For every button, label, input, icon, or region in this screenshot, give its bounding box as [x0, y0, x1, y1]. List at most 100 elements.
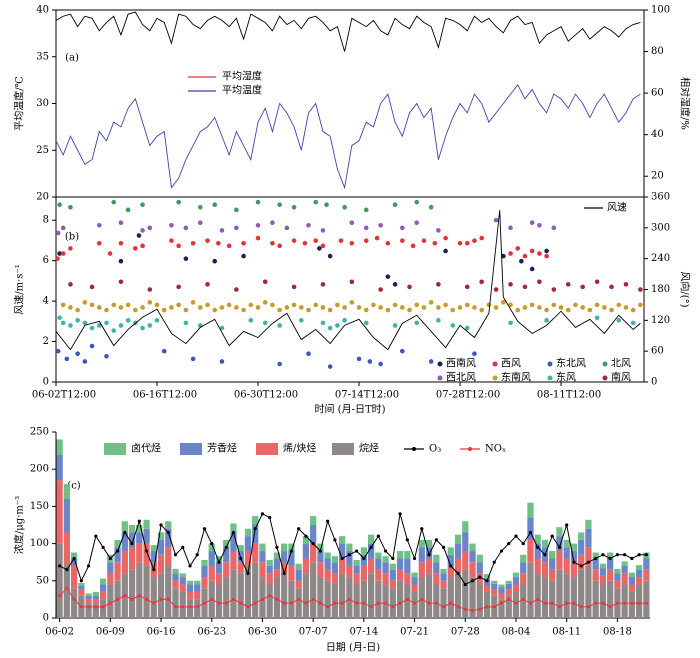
- stacked-bar-segment: [215, 573, 223, 585]
- wind-direction-point: [472, 238, 477, 243]
- stacked-bar-segment: [447, 554, 454, 566]
- stacked-bar-segment: [273, 569, 281, 578]
- panel-c-line-marker: [463, 582, 467, 587]
- stacked-bar-segment: [56, 543, 63, 618]
- wind-direction-point: [378, 287, 383, 292]
- wind-direction-point: [320, 228, 326, 233]
- stacked-bar-segment: [70, 588, 78, 618]
- stacked-bar-segment: [186, 591, 194, 600]
- panel-c-line-marker: [65, 568, 69, 572]
- wind-direction-point: [327, 307, 333, 313]
- wind-direction-point: [414, 199, 420, 205]
- wind-direction-point: [270, 220, 275, 225]
- wind-direction-point: [573, 302, 578, 308]
- wind-direction-point: [544, 318, 549, 323]
- panel-c-line-marker: [601, 601, 605, 605]
- stacked-bar-segment: [585, 528, 592, 548]
- wind-direction-point: [277, 323, 282, 328]
- wind-direction-point: [169, 305, 174, 310]
- wind-direction-point: [205, 282, 210, 287]
- stacked-bar-segment: [621, 584, 628, 618]
- stacked-bar-segment: [288, 543, 295, 552]
- wind-direction-point: [197, 220, 203, 225]
- wind-direction-point: [385, 274, 391, 279]
- panel-b-x-tick-label: 06-16T12:00: [133, 390, 197, 401]
- panel-c-line-marker: [224, 545, 228, 549]
- stacked-bar-segment: [570, 577, 578, 618]
- stacked-bar-segment: [78, 583, 85, 587]
- stacked-bar-segment: [375, 569, 382, 581]
- stacked-bar-segment: [92, 599, 99, 604]
- stacked-bar-segment: [194, 584, 201, 592]
- wind-direction-point: [421, 238, 427, 243]
- stacked-bar-segment: [469, 562, 476, 578]
- panel-c-line-marker: [195, 553, 199, 557]
- panel-b-legend-swatch: [437, 361, 443, 367]
- panel-b-right-tick-label: 360: [651, 192, 670, 203]
- panel-c-legend-label: 芳香烃: [207, 442, 237, 455]
- wind-direction-point: [270, 302, 275, 308]
- panel-b-legend-label: 西南风: [446, 357, 476, 370]
- stacked-bar-segment: [425, 558, 433, 574]
- stacked-bar-segment: [288, 551, 295, 566]
- wind-direction-point: [234, 305, 239, 310]
- wind-direction-point: [277, 361, 282, 367]
- panel-c-y-tick-label: 100: [30, 538, 49, 549]
- wind-direction-point: [537, 305, 542, 310]
- wind-direction-point: [82, 320, 88, 326]
- stacked-bar-segment: [281, 543, 288, 552]
- wind-direction-point: [183, 307, 189, 313]
- stacked-bar-segment: [433, 562, 440, 574]
- panel-b-legend-swatch: [547, 361, 553, 367]
- panel-c-line-marker: [434, 538, 438, 542]
- stacked-bar-segment: [599, 563, 607, 569]
- stacked-bar-segment: [498, 593, 505, 600]
- panel-c-line-marker: [528, 530, 533, 535]
- stacked-bar-segment: [628, 577, 636, 585]
- wind-direction-point: [623, 305, 629, 310]
- stacked-bar-segment: [85, 593, 92, 596]
- panel-c-line-marker: [181, 545, 185, 549]
- wind-direction-point: [630, 307, 636, 313]
- stacked-bar-segment: [425, 573, 433, 618]
- panel-c-legend-swatch: [104, 443, 126, 455]
- wind-direction-point: [104, 307, 109, 313]
- stacked-bar-segment: [99, 591, 107, 600]
- stacked-bar-segment: [520, 584, 527, 618]
- panel-c-line-marker: [115, 549, 120, 553]
- stacked-bar-segment: [179, 584, 186, 592]
- panel-c-line-marker: [615, 601, 620, 605]
- stacked-bar-segment: [223, 577, 230, 618]
- wind-direction-point: [544, 253, 549, 259]
- wind-direction-point: [125, 302, 131, 308]
- panel-c-line-marker: [630, 601, 634, 605]
- wind-direction-point: [414, 220, 420, 225]
- panel-c-line-marker: [586, 605, 591, 609]
- panel-c-line-marker: [347, 553, 351, 557]
- wind-direction-point: [363, 320, 369, 326]
- panel-c-line-marker: [398, 601, 402, 605]
- stacked-bar-segment: [447, 547, 454, 555]
- stacked-bar-segment: [310, 525, 317, 544]
- stacked-bar-segment: [505, 583, 512, 590]
- panel-c-line-marker: [456, 571, 460, 575]
- panel-c-line-marker: [579, 605, 583, 609]
- wind-direction-point: [212, 258, 218, 264]
- stacked-bar-segment: [114, 562, 121, 581]
- wind-direction-point: [508, 320, 513, 326]
- stacked-bar-segment: [498, 584, 505, 588]
- stacked-bar-segment: [230, 532, 237, 552]
- wind-direction-point: [385, 240, 391, 246]
- wind-direction-point: [212, 307, 218, 313]
- panel-c-line-marker: [441, 605, 446, 609]
- wind-direction-point: [356, 356, 362, 362]
- panel-c-x-axis-label: 日期 (月-日): [326, 642, 380, 654]
- stacked-bar-segment: [404, 558, 411, 574]
- panel-a-right-tick-label: 80: [651, 46, 664, 57]
- wind-direction-point: [327, 325, 333, 331]
- panel-c-x-tick-label: 06-02: [45, 627, 74, 638]
- stacked-bar-segment: [157, 573, 165, 618]
- wind-direction-point: [428, 300, 434, 305]
- panel-c-line-marker: [130, 597, 134, 602]
- stacked-bar-segment: [179, 591, 186, 618]
